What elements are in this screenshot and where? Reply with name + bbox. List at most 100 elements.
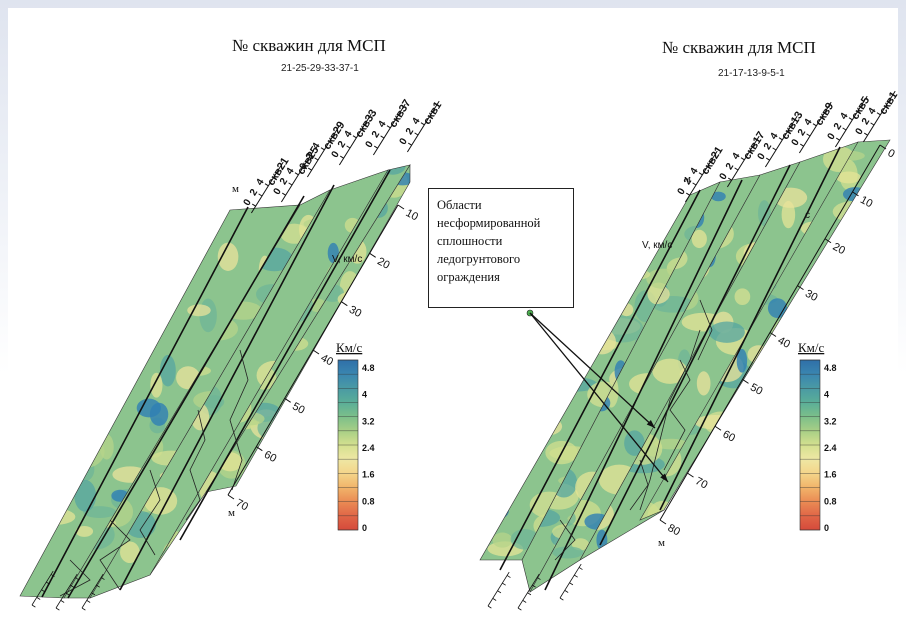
velocity-patch (380, 555, 406, 571)
depth-tick (769, 332, 777, 337)
callout-line-2: несформированной (437, 216, 541, 230)
velocity-patch (839, 343, 858, 362)
velocity-patch (77, 419, 101, 442)
velocity-patch (217, 242, 239, 272)
velocity-patch (374, 419, 396, 433)
legend-tick-label: 3.2 (824, 416, 837, 426)
velocity-patch (747, 345, 770, 364)
velocity-patch (295, 374, 320, 398)
legend-tick-label: 0.8 (824, 496, 837, 506)
depth-tick-label: 60 (262, 449, 278, 465)
velocity-patch (90, 353, 116, 380)
velocity-patch (143, 575, 171, 598)
bottom-scale-tick (506, 575, 511, 578)
velocity-patch (367, 376, 383, 410)
high-velocity-patch (112, 314, 135, 324)
scale-tick (863, 132, 868, 136)
legend-tick-label: 4.8 (824, 363, 837, 373)
bottom-scale-tick (96, 584, 100, 588)
scale-tick (373, 145, 378, 149)
velocity-patch (101, 271, 120, 302)
velocity-patch (370, 384, 388, 400)
velocity-patch (94, 255, 123, 276)
bottom-scale-tick (522, 600, 527, 603)
bottom-scale (55, 573, 79, 611)
velocity-patch (624, 430, 645, 456)
scale-tick (698, 172, 703, 176)
velocity-patch (530, 333, 553, 355)
well-scale-axis (306, 125, 340, 178)
high-velocity-patch (855, 338, 867, 355)
legend-title: Км/с (798, 340, 825, 355)
velocity-patch (836, 171, 861, 184)
velocity-patch (159, 354, 176, 387)
scale-tick-label: 0 (242, 197, 255, 208)
legend-tick-label: 4 (824, 390, 829, 400)
bottom-scale-tick (502, 582, 506, 586)
velocity-patch (394, 431, 410, 462)
high-velocity-patch (48, 326, 60, 340)
velocity-patch (337, 292, 362, 307)
strip-outline (205, 163, 411, 493)
velocity-patch (755, 463, 799, 491)
velocity-patch (157, 218, 185, 233)
velocity-patch (184, 204, 201, 230)
velocity-patch (151, 211, 177, 227)
bottom-scale-tick (100, 577, 105, 580)
velocity-patch (742, 422, 773, 453)
velocity-patch (50, 205, 83, 212)
velocity-patch (102, 319, 137, 343)
velocity-patch (704, 521, 746, 543)
scale-tick (407, 142, 412, 146)
velocity-patch (831, 382, 847, 413)
velocity-patch (480, 458, 498, 471)
contour-line (99, 519, 131, 591)
velocity-patch (394, 488, 410, 503)
velocity-patch (242, 473, 282, 504)
velocity-patch (300, 421, 316, 435)
well-name: скв13 (779, 110, 805, 142)
velocity-patch (777, 538, 800, 567)
velocity-patch (603, 284, 622, 309)
velocity-patch (648, 150, 689, 168)
velocity-patch (610, 280, 626, 293)
velocity-patch (709, 568, 742, 592)
velocity-patch (492, 532, 513, 548)
velocity-patch (576, 230, 617, 249)
velocity-patch (356, 565, 372, 594)
bottom-scale-axis (55, 573, 78, 609)
high-velocity-patch (660, 142, 683, 152)
bottom-scale-tick (536, 577, 541, 580)
velocity-patch (48, 208, 91, 242)
velocity-patch (587, 182, 605, 195)
velocity-patch (94, 234, 117, 260)
velocity-patch (741, 552, 763, 579)
bottom-scale-axis (31, 570, 54, 606)
scale-tick-label: 0 (364, 139, 377, 150)
bottom-scale-tick (41, 589, 46, 593)
arrow-head (646, 420, 655, 428)
well-scale-axis (726, 135, 760, 188)
high-velocity-patch (179, 534, 205, 555)
velocity-patch (856, 367, 871, 399)
velocity-patch (39, 354, 59, 374)
depth-tick-label: 30 (347, 304, 363, 320)
velocity-patch (286, 488, 303, 503)
velocity-patch (364, 311, 388, 344)
bottom-scale-tick (578, 567, 583, 570)
velocity-patch (36, 485, 76, 497)
well-scale-axis (406, 100, 440, 153)
bottom-scale-tick (527, 592, 532, 596)
scale-tick (778, 137, 783, 141)
depth-tick-label: 50 (290, 400, 306, 416)
velocity-patch (23, 484, 51, 509)
depth-tick (397, 204, 405, 210)
velocity-patch (64, 407, 88, 418)
velocity-patch (727, 505, 768, 523)
velocity-patch (166, 209, 184, 223)
velocity-patch (42, 472, 73, 507)
depth-tick-label: 80 (666, 522, 682, 538)
velocity-patch (599, 230, 642, 261)
